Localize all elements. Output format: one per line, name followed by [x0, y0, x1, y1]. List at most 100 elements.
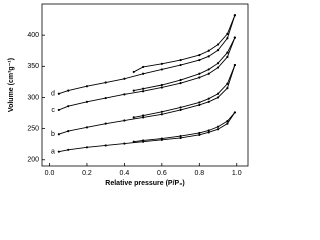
data-point — [198, 76, 201, 79]
x-tick-label: 0.6 — [157, 170, 167, 177]
data-point — [207, 97, 210, 100]
series-label: d — [51, 91, 55, 98]
data-point — [226, 82, 229, 85]
data-point — [216, 66, 220, 69]
data-point — [226, 87, 229, 90]
data-point — [123, 77, 126, 80]
page: Relative pressure (P/P₀) Volume (cm³g⁻¹)… — [7, 3, 249, 187]
data-point — [233, 36, 236, 39]
data-point — [132, 116, 135, 119]
x-tick-label: 1.0 — [232, 170, 242, 177]
data-point — [216, 125, 220, 128]
series-label: a — [51, 149, 55, 156]
data-point — [160, 68, 163, 71]
data-point — [233, 111, 236, 114]
data-point — [207, 129, 210, 132]
y-tick-label: 250 — [27, 125, 39, 132]
data-point — [85, 126, 89, 129]
data-point — [198, 103, 201, 107]
data-point — [123, 93, 126, 96]
data-point — [132, 140, 135, 143]
data-point — [233, 14, 236, 17]
data-point — [179, 82, 182, 85]
data-point — [142, 114, 145, 117]
data-point — [104, 122, 107, 125]
data-point — [85, 85, 89, 88]
data-point — [179, 134, 182, 138]
x-tick-label: 0.0 — [45, 170, 55, 177]
data-point — [142, 139, 145, 142]
data-point — [142, 90, 145, 93]
data-point — [132, 70, 135, 74]
data-point — [142, 87, 145, 90]
data-point — [216, 49, 220, 52]
data-point — [216, 92, 220, 95]
isotherm-line — [133, 64, 236, 118]
data-point — [198, 58, 201, 62]
y-tick-label: 300 — [27, 94, 39, 101]
data-point — [198, 101, 201, 104]
data-point — [160, 62, 163, 65]
data-point — [160, 113, 163, 116]
data-point — [57, 150, 60, 153]
data-point — [142, 116, 145, 119]
data-point — [207, 100, 210, 103]
data-point — [207, 68, 210, 71]
data-point — [216, 128, 220, 131]
x-tick-label: 0.4 — [120, 170, 130, 177]
data-point — [198, 72, 201, 75]
data-point — [198, 133, 201, 136]
data-point — [142, 72, 145, 75]
data-point — [207, 49, 210, 52]
data-point — [226, 51, 229, 54]
data-point — [216, 43, 220, 46]
data-point — [57, 108, 60, 112]
data-point — [179, 58, 182, 62]
data-point — [104, 96, 107, 100]
data-point — [179, 78, 182, 82]
x-tick-label: 0.2 — [82, 170, 92, 177]
data-point — [233, 63, 236, 67]
data-point — [216, 96, 220, 99]
x-tick-label: 0.8 — [194, 170, 204, 177]
data-point — [104, 144, 107, 147]
data-point — [207, 131, 210, 134]
series-label: b — [51, 131, 55, 138]
data-point — [123, 119, 126, 122]
data-point — [207, 55, 210, 58]
data-point — [160, 86, 163, 89]
data-point — [160, 110, 163, 113]
isotherm-line — [133, 15, 236, 73]
y-axis-label: Volume (cm³g⁻¹) — [8, 58, 15, 112]
data-point — [132, 89, 135, 92]
data-point — [216, 62, 220, 65]
data-point — [123, 142, 126, 145]
data-point — [226, 55, 229, 59]
data-point — [67, 89, 70, 92]
data-point — [179, 106, 182, 109]
data-point — [226, 120, 229, 123]
data-point — [67, 105, 70, 108]
data-point — [67, 130, 70, 133]
data-point — [57, 133, 60, 136]
data-point — [179, 63, 182, 67]
data-point — [207, 72, 210, 75]
data-point — [104, 81, 107, 84]
chart: Relative pressure (P/P₀) Volume (cm³g⁻¹)… — [8, 3, 249, 187]
data-point — [160, 83, 163, 87]
data-point — [179, 108, 182, 112]
data-point — [85, 146, 89, 149]
data-point — [57, 92, 60, 95]
data-point — [142, 65, 145, 69]
data-point — [198, 131, 201, 135]
data-point — [226, 37, 229, 40]
data-point — [67, 148, 70, 151]
series-label: c — [51, 107, 55, 114]
x-axis-label: Relative pressure (P/P₀) — [105, 180, 184, 187]
plot-frame — [41, 3, 249, 167]
data-point — [179, 136, 182, 140]
y-tick-label: 400 — [27, 32, 39, 39]
isotherm-line — [58, 15, 236, 95]
data-point — [226, 122, 229, 125]
data-point — [160, 137, 163, 140]
